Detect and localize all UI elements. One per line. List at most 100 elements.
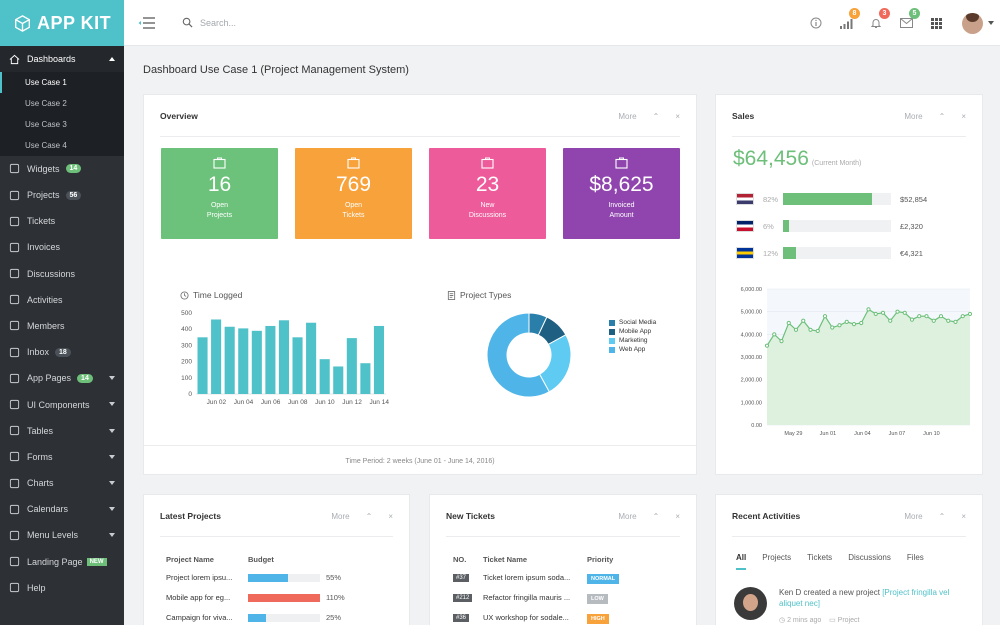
data-point[interactable] bbox=[888, 318, 893, 323]
info-button[interactable] bbox=[808, 15, 824, 31]
submenu-item-use-case-3[interactable]: Use Case 3 bbox=[25, 119, 67, 129]
bar[interactable] bbox=[360, 363, 371, 394]
data-point[interactable] bbox=[772, 332, 777, 337]
data-point[interactable] bbox=[859, 320, 864, 326]
project-name[interactable]: Campaign for viva... bbox=[166, 613, 233, 622]
chevron-down-icon[interactable] bbox=[988, 21, 994, 25]
data-point[interactable] bbox=[880, 310, 886, 315]
activity-link[interactable]: [Project fringilla vel aliquet nec] bbox=[779, 588, 950, 608]
close-icon[interactable]: × bbox=[675, 511, 680, 521]
close-icon[interactable]: × bbox=[675, 111, 680, 121]
data-point[interactable] bbox=[909, 317, 915, 322]
more-link[interactable]: More bbox=[618, 111, 637, 121]
data-point[interactable] bbox=[938, 314, 944, 319]
sidebar-item-dashboards[interactable]: Dashboards bbox=[0, 46, 124, 73]
sidebar-item-widgets[interactable]: Widgets 14 bbox=[0, 156, 124, 182]
bar[interactable] bbox=[278, 320, 289, 394]
search-box[interactable]: Search... bbox=[182, 17, 236, 28]
donut-slice[interactable] bbox=[486, 312, 550, 398]
overview-tile[interactable]: 769 Open Tickets bbox=[295, 148, 412, 239]
sidebar-item-activities[interactable]: Activities bbox=[0, 287, 124, 313]
sidebar-item-ui-components[interactable]: UI Components bbox=[0, 391, 124, 417]
collapse-icon[interactable]: ⌃ bbox=[652, 111, 660, 121]
project-name[interactable]: Mobile app for eg... bbox=[166, 593, 231, 602]
more-link[interactable]: More bbox=[904, 111, 923, 121]
close-icon[interactable]: × bbox=[388, 511, 393, 521]
submenu-item-use-case-4[interactable]: Use Case 4 bbox=[25, 140, 67, 150]
data-point[interactable] bbox=[851, 322, 857, 327]
tab-files[interactable]: Files bbox=[906, 553, 924, 562]
data-point[interactable] bbox=[902, 310, 907, 315]
tab-all[interactable]: All bbox=[736, 553, 747, 570]
user-avatar[interactable] bbox=[962, 12, 983, 34]
sidebar-item-discussions[interactable]: Discussions bbox=[0, 261, 124, 287]
bar[interactable] bbox=[251, 330, 262, 394]
sidebar-item-tickets[interactable]: Tickets bbox=[0, 208, 124, 234]
data-point[interactable] bbox=[895, 309, 900, 314]
data-point[interactable] bbox=[764, 343, 770, 348]
bar[interactable] bbox=[211, 319, 222, 394]
data-point[interactable] bbox=[793, 327, 799, 332]
data-point[interactable] bbox=[953, 319, 958, 324]
sidebar-item-tables[interactable]: Tables bbox=[0, 418, 124, 444]
close-icon[interactable]: × bbox=[961, 511, 966, 521]
sidebar-item-members[interactable]: Members bbox=[0, 313, 124, 339]
menu-toggle-icon[interactable] bbox=[138, 16, 156, 29]
bar[interactable] bbox=[333, 366, 344, 394]
sidebar-item-projects[interactable]: Projects 56 bbox=[0, 182, 124, 208]
overview-tile[interactable]: 23 New Discussions bbox=[429, 148, 546, 239]
submenu-item-use-case-1[interactable]: Use Case 1 bbox=[0, 72, 124, 94]
data-point[interactable] bbox=[779, 339, 784, 344]
collapse-icon[interactable]: ⌃ bbox=[652, 511, 660, 521]
more-link[interactable]: More bbox=[331, 511, 350, 521]
avatar[interactable] bbox=[734, 587, 767, 620]
data-point[interactable] bbox=[946, 318, 951, 323]
sidebar-item-menu-levels[interactable]: Menu Levels bbox=[0, 522, 124, 548]
data-point[interactable] bbox=[873, 311, 878, 317]
data-point[interactable] bbox=[866, 307, 871, 312]
stats-button[interactable]: 8 bbox=[838, 8, 860, 31]
sidebar-item-landing-page[interactable]: Landing Page NEW bbox=[0, 549, 124, 575]
notifications-button[interactable]: 3 bbox=[868, 8, 890, 31]
more-link[interactable]: More bbox=[904, 511, 923, 521]
sidebar-item-invoices[interactable]: Invoices bbox=[0, 234, 124, 260]
overview-tile[interactable]: 16 Open Projects bbox=[161, 148, 278, 239]
sidebar-item-inbox[interactable]: Inbox 18 bbox=[0, 339, 124, 365]
tab-projects[interactable]: Projects bbox=[762, 553, 792, 562]
data-point[interactable] bbox=[931, 318, 936, 323]
ticket-name[interactable]: UX workshop for sodale... bbox=[483, 613, 569, 622]
ticket-name[interactable]: Ticket lorem ipsum soda... bbox=[483, 573, 571, 582]
activity-user[interactable]: Ken D bbox=[779, 588, 802, 597]
collapse-icon[interactable]: ⌃ bbox=[938, 111, 946, 121]
bar[interactable] bbox=[265, 325, 276, 394]
mail-button[interactable]: 5 bbox=[898, 8, 920, 31]
more-link[interactable]: More bbox=[618, 511, 637, 521]
data-point[interactable] bbox=[815, 328, 820, 334]
sidebar-item-charts[interactable]: Charts bbox=[0, 470, 124, 496]
collapse-icon[interactable]: ⌃ bbox=[938, 511, 946, 521]
apps-button[interactable] bbox=[928, 15, 944, 31]
data-point[interactable] bbox=[822, 314, 828, 319]
data-point[interactable] bbox=[808, 327, 813, 332]
sidebar-item-calendars[interactable]: Calendars bbox=[0, 496, 124, 522]
sidebar-item-app-pages[interactable]: App Pages 14 bbox=[0, 365, 124, 391]
sidebar-item-forms[interactable]: Forms bbox=[0, 444, 124, 470]
bar[interactable] bbox=[238, 328, 249, 394]
bar[interactable] bbox=[197, 337, 208, 394]
brand[interactable]: APP KIT bbox=[0, 0, 124, 46]
data-point[interactable] bbox=[960, 314, 965, 319]
sidebar-item-help[interactable]: Help bbox=[0, 575, 124, 601]
overview-tile[interactable]: $8,625 Invoiced Amount bbox=[563, 148, 680, 239]
close-icon[interactable]: × bbox=[961, 111, 966, 121]
data-point[interactable] bbox=[786, 320, 791, 326]
collapse-icon[interactable]: ⌃ bbox=[365, 511, 373, 521]
data-point[interactable] bbox=[801, 318, 806, 323]
data-point[interactable] bbox=[830, 325, 835, 330]
bar[interactable] bbox=[292, 337, 303, 394]
data-point[interactable] bbox=[924, 314, 929, 319]
bar[interactable] bbox=[346, 338, 357, 394]
search-input[interactable]: Search... bbox=[200, 17, 237, 28]
data-point[interactable] bbox=[967, 311, 973, 317]
data-point[interactable] bbox=[844, 319, 849, 324]
submenu-item-use-case-2[interactable]: Use Case 2 bbox=[25, 99, 67, 109]
